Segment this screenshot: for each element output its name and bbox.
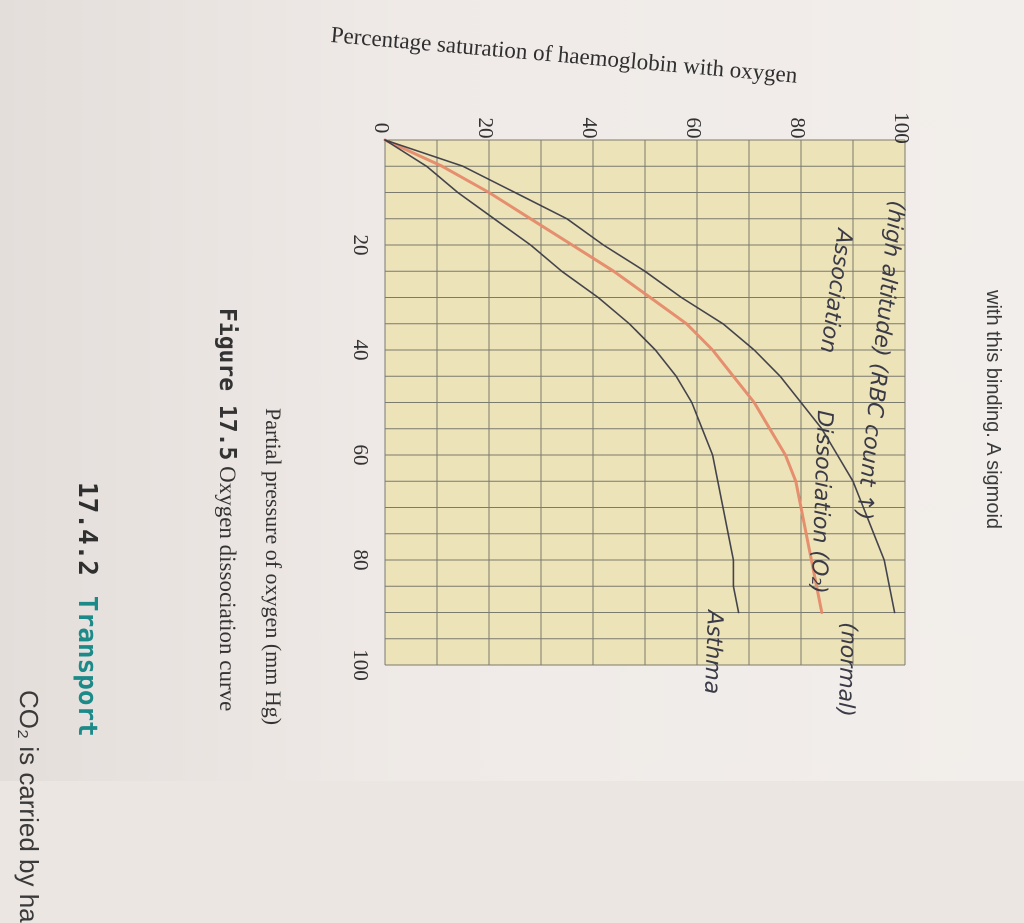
series-line — [384, 139, 740, 614]
section-title: Transport — [72, 595, 102, 737]
x-tick-label: 80 — [349, 550, 373, 571]
x-tick-label: 100 — [349, 649, 373, 681]
annotation-normal: (normal) — [833, 622, 861, 717]
x-axis-label: Partial pressure of oxygen (mm Hg) — [261, 408, 286, 726]
section-heading: 17.4.2 Transport — [72, 482, 102, 737]
x-tick-label: 60 — [349, 445, 373, 466]
figure-number: Figure 17.5 — [214, 308, 240, 461]
y-tick-label: 80 — [786, 118, 810, 139]
section-number: 17.4.2 — [72, 482, 102, 576]
y-tick-label: 60 — [682, 118, 706, 139]
x-tick-label: 40 — [349, 340, 373, 361]
x-tick-label: 20 — [349, 235, 373, 256]
annotation-asthma: Asthma — [699, 608, 727, 695]
y-tick-label: 40 — [578, 118, 602, 139]
series-line — [383, 138, 824, 614]
series-line — [384, 139, 896, 614]
y-tick-label: 0 — [370, 123, 394, 134]
body-text-bottom: CO₂ is carried by ha — [14, 690, 44, 923]
figure-caption-text: Oxygen dissociation curve — [215, 466, 240, 712]
y-tick-label: 100 — [890, 112, 914, 144]
y-tick-label: 20 — [474, 118, 498, 139]
figure-caption: Figure 17.5 Oxygen dissociation curve — [214, 308, 240, 711]
